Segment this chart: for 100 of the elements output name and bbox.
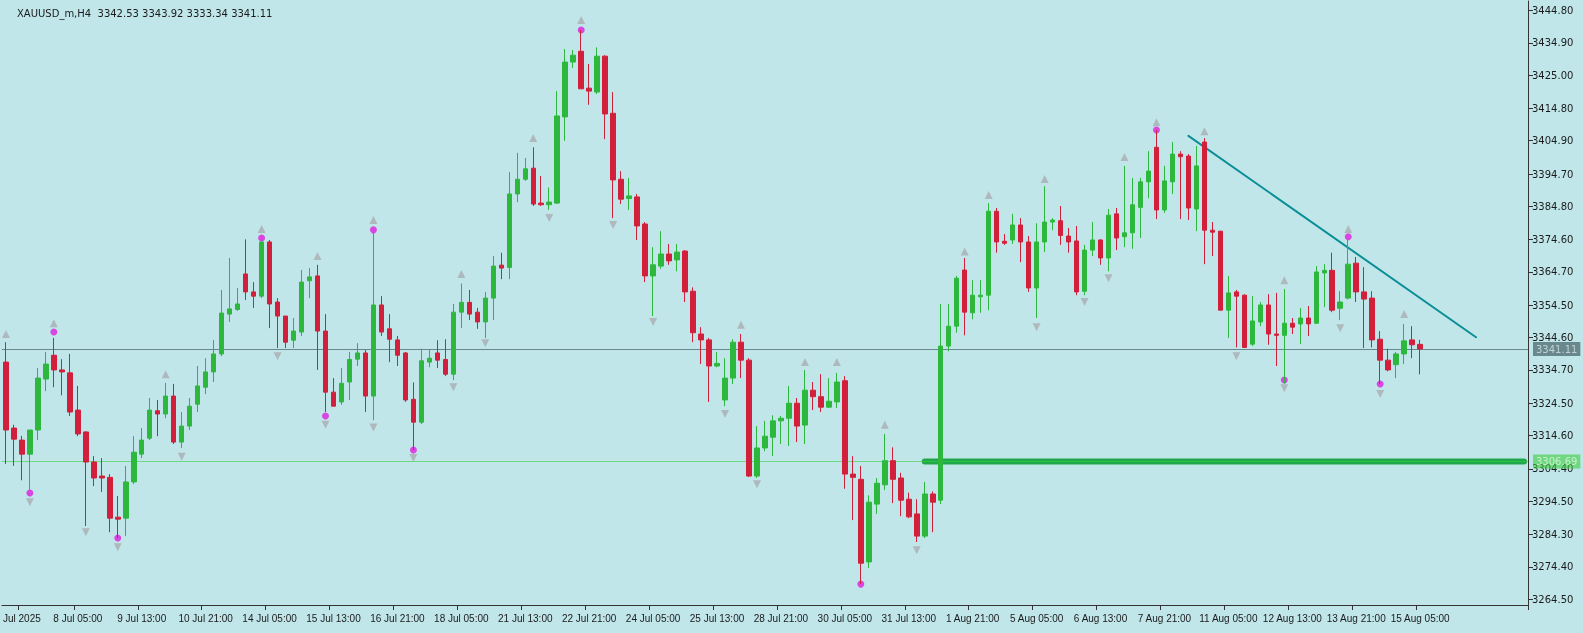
point [321, 420, 330, 429]
candlestick [810, 381, 816, 411]
point [1080, 298, 1089, 307]
candlestick [850, 455, 856, 521]
point [369, 226, 377, 234]
x-tick-label: 6 Aug 13:00 [1073, 612, 1128, 624]
candlestick [602, 54, 608, 140]
candlestick [962, 257, 967, 336]
candlestick [1106, 208, 1111, 272]
candlestick [1194, 145, 1199, 232]
candlestick [890, 446, 896, 504]
candlestick [171, 383, 176, 445]
candlestick [1226, 275, 1231, 339]
candlestick [515, 152, 520, 203]
x-tick-label: 13 Aug 21:00 [1326, 612, 1387, 624]
candlestick [1210, 221, 1215, 257]
candlestick [251, 281, 256, 309]
candlestick [570, 49, 576, 69]
x-tick-label: 12 Aug 13:00 [1262, 612, 1323, 624]
candlestick [379, 295, 384, 337]
x-tick-label: 10 Jul 21:00 [178, 612, 234, 624]
candlestick [3, 341, 9, 465]
candlestick [1042, 185, 1047, 253]
point [369, 216, 378, 225]
x-tick-label: 5 Aug 05:00 [1009, 612, 1064, 624]
candlestick [219, 289, 224, 357]
candlestick [451, 303, 456, 381]
candlestick [1170, 141, 1175, 195]
candlestick [554, 90, 560, 205]
point [273, 352, 282, 361]
candlestick [267, 239, 272, 329]
candlestick [11, 424, 17, 467]
candlestick [898, 472, 904, 517]
point [1200, 127, 1209, 136]
x-tick-label: 21 Jul 13:00 [498, 612, 553, 624]
candlestick [1401, 323, 1407, 365]
candlestick [403, 351, 408, 403]
candlestick [866, 494, 872, 569]
candlestick [1250, 295, 1255, 347]
candlestick [986, 202, 991, 311]
candlestick [323, 313, 328, 413]
candlestick [1234, 289, 1239, 348]
candlestick [147, 397, 152, 441]
x-tick-label: 9 Jul 13:00 [117, 612, 167, 624]
y-tick-label: 3354.50 [1532, 299, 1574, 311]
candlestick [443, 338, 448, 377]
y-tick-label: 3374.60 [1532, 234, 1574, 246]
candlestick [826, 377, 832, 409]
candlestick [1026, 235, 1031, 293]
y-tick-label: 3384.80 [1532, 200, 1574, 212]
x-tick-label: Jul 2025 [2, 612, 42, 624]
point [50, 328, 58, 336]
candlestick [1337, 290, 1343, 321]
candlestick [1274, 292, 1279, 367]
candlestick [1409, 325, 1415, 359]
candlestick [91, 455, 97, 487]
point [1232, 352, 1241, 361]
candlestick [1218, 230, 1223, 311]
candlestick [642, 221, 648, 283]
candlestick [994, 207, 999, 254]
candlestick [43, 351, 49, 392]
x-tick-label: 22 Jul 21:00 [561, 612, 617, 624]
x-tick-label: 11 Aug 05:00 [1199, 612, 1258, 624]
candlestick [1138, 177, 1143, 239]
candlestick [195, 365, 200, 413]
candlestick [1122, 165, 1127, 248]
point [113, 543, 122, 552]
candlestick [1242, 293, 1247, 349]
candlestick [411, 381, 416, 451]
point [1400, 310, 1409, 319]
candlestick [1290, 317, 1295, 335]
point [1120, 153, 1129, 162]
x-tick-label: 16 Jul 21:00 [370, 612, 426, 624]
candlestick [1202, 137, 1207, 265]
ref-line-label: 3341.11 [1536, 343, 1578, 355]
candlestick [51, 337, 57, 388]
y-tick-label: 3314.60 [1532, 430, 1574, 442]
candlestick [1361, 266, 1367, 349]
x-tick-label: 15 Jul 13:00 [306, 612, 362, 624]
candlestick [211, 339, 216, 383]
candlestick [395, 335, 400, 367]
candlestick [299, 269, 304, 337]
point [25, 498, 34, 507]
point [545, 214, 554, 223]
point [1152, 118, 1161, 127]
candlestick [562, 48, 568, 142]
candlestick [1114, 207, 1119, 251]
y-tick-label: 3425.00 [1532, 69, 1574, 81]
point [1032, 323, 1041, 332]
candlestick [1306, 305, 1311, 337]
y-tick-label: 3264.50 [1532, 593, 1574, 605]
candlestick [626, 177, 632, 211]
candlestick [475, 307, 480, 330]
candlestick [283, 315, 288, 349]
candlestick [666, 243, 672, 266]
candlestick [339, 367, 344, 406]
candlestick [954, 275, 959, 334]
text: XAUUSD_m,H4 3342.53 3343.92 3333.34 3341.11 [17, 7, 273, 20]
candlestick [179, 411, 184, 449]
candlestick [818, 373, 824, 413]
